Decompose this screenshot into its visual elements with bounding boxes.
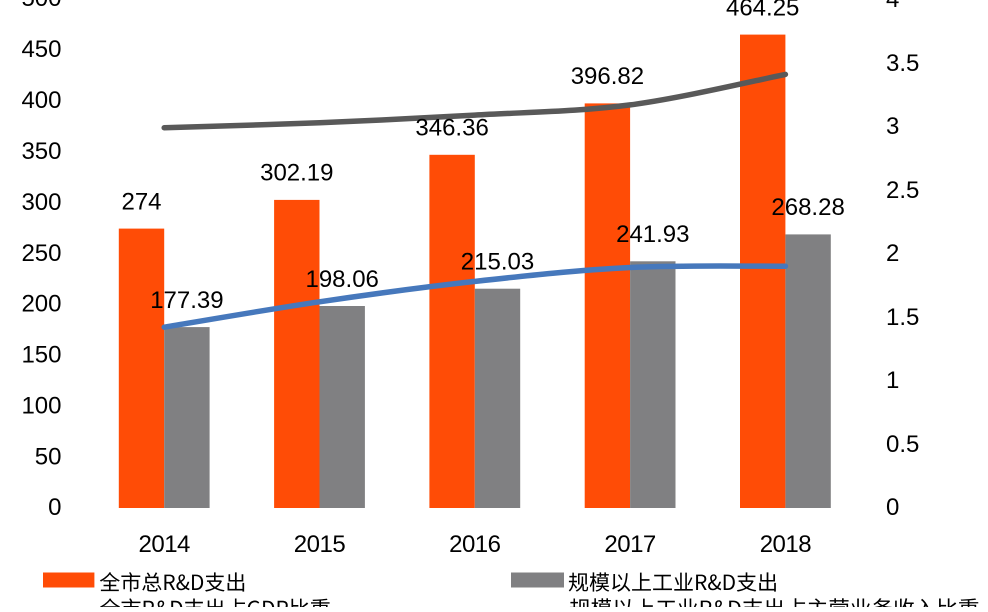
svg-text:215.03: 215.03 <box>461 249 534 276</box>
svg-text:200: 200 <box>21 291 61 318</box>
svg-text:302.19: 302.19 <box>260 160 333 187</box>
svg-text:274: 274 <box>121 188 161 215</box>
svg-text:2015: 2015 <box>294 531 346 558</box>
svg-text:2014: 2014 <box>139 531 191 558</box>
svg-text:464.25: 464.25 <box>726 0 799 21</box>
svg-text:396.82: 396.82 <box>571 63 644 90</box>
svg-text:241.93: 241.93 <box>616 221 689 248</box>
svg-text:177.39: 177.39 <box>150 287 223 314</box>
svg-text:2018: 2018 <box>760 531 812 558</box>
svg-text:350: 350 <box>21 138 61 165</box>
svg-text:150: 150 <box>21 342 61 369</box>
svg-text:50: 50 <box>35 443 62 470</box>
svg-text:1.5: 1.5 <box>886 304 919 331</box>
svg-text:4: 4 <box>886 0 899 13</box>
svg-text:0: 0 <box>48 494 61 521</box>
svg-text:0: 0 <box>886 494 899 521</box>
svg-text:2016: 2016 <box>449 531 501 558</box>
svg-text:2: 2 <box>886 240 899 267</box>
svg-text:1: 1 <box>886 367 899 394</box>
svg-text:2.5: 2.5 <box>886 177 919 204</box>
svg-text:250: 250 <box>21 240 61 267</box>
svg-text:300: 300 <box>21 189 61 216</box>
svg-text:0.5: 0.5 <box>886 431 919 458</box>
svg-text:450: 450 <box>21 36 61 63</box>
svg-text:198.06: 198.06 <box>305 266 378 293</box>
svg-text:500: 500 <box>21 0 61 12</box>
svg-text:3.5: 3.5 <box>886 50 919 77</box>
svg-text:100: 100 <box>21 392 61 419</box>
svg-text:400: 400 <box>21 87 61 114</box>
svg-text:268.28: 268.28 <box>771 194 844 221</box>
svg-text:3: 3 <box>886 113 899 140</box>
svg-text:2017: 2017 <box>604 531 656 558</box>
svg-text:346.36: 346.36 <box>415 115 488 142</box>
